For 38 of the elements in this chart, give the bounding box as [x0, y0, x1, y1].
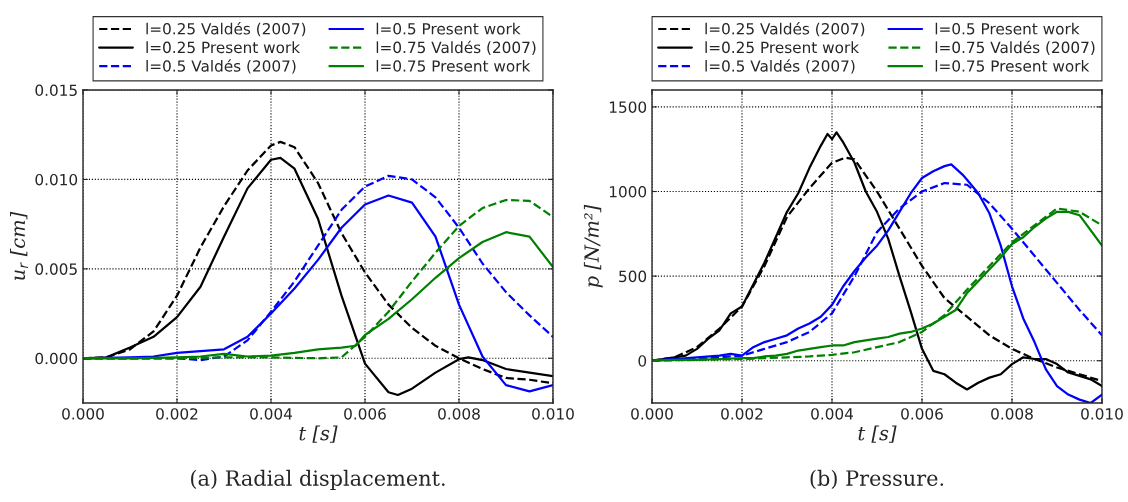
y-tick-label: 0.000	[35, 352, 78, 365]
y-tick-label: 0	[638, 355, 647, 367]
text: (a) Radial displacement.	[191, 469, 445, 490]
x-axis-title: t [s]	[299, 425, 338, 443]
x-tick-label: 0.004	[811, 408, 854, 420]
legend-label: l=0.25 Present work	[146, 41, 301, 54]
text: (b) Pressure.	[810, 469, 944, 489]
x-tick-label: 0.000	[62, 408, 104, 420]
legend-label: l=0.25 Present work	[705, 41, 860, 54]
x-tick-label: 0.010	[532, 408, 574, 420]
x-axis-title: t [s]	[858, 425, 897, 443]
legend-label: l=0.25 Valdés (2007)	[146, 22, 306, 37]
x-tick-label: 0.010	[1081, 408, 1123, 420]
legend-label: l=0.75 Present work	[376, 59, 531, 72]
x-tick-label: 0.006	[344, 408, 386, 420]
x-tick-label: 0.008	[991, 408, 1033, 420]
x-tick-label: 0.002	[156, 408, 198, 420]
legend-label: l=0.75 Valdés (2007)	[376, 40, 536, 55]
x-tick-label: 0.000	[631, 408, 673, 420]
y-tick-label: 0.015	[35, 84, 77, 97]
y-tick-label: 1500	[609, 101, 647, 113]
legend-label: l=0.5 Present work	[376, 22, 521, 35]
legend-label: l=0.5 Valdés (2007)	[146, 59, 296, 74]
y-tick-label: 500	[619, 270, 647, 283]
y-tick-label: 0.005	[35, 263, 77, 275]
y-tick-label: 0.010	[35, 173, 78, 186]
x-tick-label: 0.008	[438, 408, 480, 420]
y-axis-title: u$_{r}$ [cm]	[10, 211, 28, 280]
legend-label: l=0.5 Present work	[935, 22, 1080, 35]
legend-label: l=0.75 Valdés (2007)	[935, 40, 1095, 55]
y-axis-title: p [N/m²]	[583, 204, 603, 288]
x-tick-label: 0.002	[721, 408, 763, 420]
legend-label: l=0.25 Valdés (2007)	[705, 22, 865, 37]
legend-label: l=0.75 Present work	[935, 59, 1090, 72]
y-tick-label: 1000	[609, 185, 647, 198]
legend-label: l=0.5 Valdés (2007)	[705, 59, 855, 74]
x-tick-label: 0.006	[901, 408, 943, 420]
x-tick-label: 0.004	[250, 408, 293, 420]
